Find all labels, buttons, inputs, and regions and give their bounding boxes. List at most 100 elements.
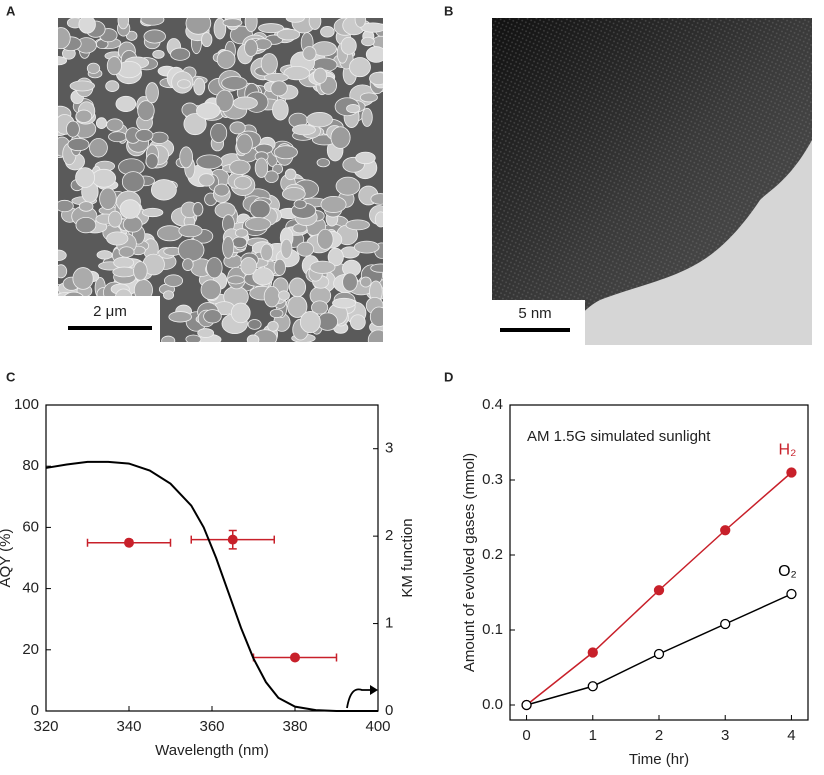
grain [164,274,184,288]
grain [330,126,351,149]
grain [58,199,74,213]
grain [178,224,203,238]
sem-image [58,18,383,342]
grain [249,199,271,219]
scale-bar-box [58,296,160,342]
grain [213,183,230,197]
grain [222,18,243,28]
grain [75,167,96,188]
y-tick-label: 40 [22,580,39,597]
grain [280,238,293,259]
x-axis-label: Wavelength (nm) [155,742,269,759]
grain [177,79,191,89]
grain [273,145,298,160]
grain [353,240,380,254]
grain [306,112,333,128]
grain [263,285,281,308]
y2-tick-label: 0 [385,702,393,719]
grain [369,306,383,327]
grain [150,131,169,144]
grain [293,199,307,209]
y-tick-label: 60 [22,518,39,535]
grain [260,53,278,75]
grain [273,258,286,276]
grain [374,211,383,228]
grain [89,138,108,158]
grain [227,275,245,285]
grain [342,272,358,292]
y-tick-label: 0.3 [482,471,503,488]
grain [75,109,93,123]
grain [78,18,96,34]
grain [359,92,378,103]
panel-label: D [444,369,453,384]
x-tick-label: 400 [365,718,390,735]
y-tick-label: 0.4 [482,396,503,413]
grain [106,118,124,132]
grain [69,80,95,92]
scale-bar-label: 2 μm [93,303,127,320]
grain [348,57,371,78]
grain [135,129,154,142]
grain [115,95,137,112]
data-point [227,534,238,545]
grain [107,210,123,228]
x-tick-label: 340 [116,718,141,735]
grain [216,50,236,69]
grain [361,36,375,47]
grain [91,168,117,188]
x-axis-label: Time (hr) [629,751,689,768]
grain [254,157,269,178]
grain [346,104,361,114]
grain [264,72,289,83]
panel-label: B [444,3,453,18]
grain [292,124,316,136]
grain [320,195,347,213]
data-point [720,525,731,536]
grain [122,216,143,233]
grain [215,89,234,112]
grain [235,228,249,238]
y-tick-label: 0.2 [482,546,503,563]
grain [214,202,236,219]
grain [252,267,274,286]
grain [272,99,289,121]
x-tick-label: 0 [522,727,530,744]
data-point [587,681,598,692]
x-tick-label: 4 [787,727,795,744]
grain [152,49,165,59]
grain [355,151,376,165]
grain [229,121,246,135]
grain [206,257,223,279]
grain [203,309,222,324]
grain [193,77,206,96]
grain [267,320,279,332]
grain [185,18,212,35]
y2-axis-label: KM function [399,518,416,597]
plot-frame [509,404,809,721]
grain [302,46,317,61]
grain [229,159,251,175]
y2-tick-label: 3 [385,440,393,457]
grain [117,18,130,30]
grain [354,18,367,28]
grain [78,201,94,212]
grain [119,199,141,219]
grain [145,82,159,104]
y-axis-label: Amount of evolved gases (mmol) [461,453,478,672]
grain [359,276,372,288]
grain [210,123,228,143]
x-tick-label: 360 [199,718,224,735]
grain [140,18,165,26]
axis-arrow [346,688,376,709]
grain [221,76,248,91]
grain [143,29,166,44]
data-point [786,467,797,478]
grain [118,246,135,258]
tem-image [492,18,812,345]
grain [365,46,383,63]
grain [308,18,322,30]
grain [349,314,366,331]
grain [296,241,315,257]
grain [369,71,383,86]
